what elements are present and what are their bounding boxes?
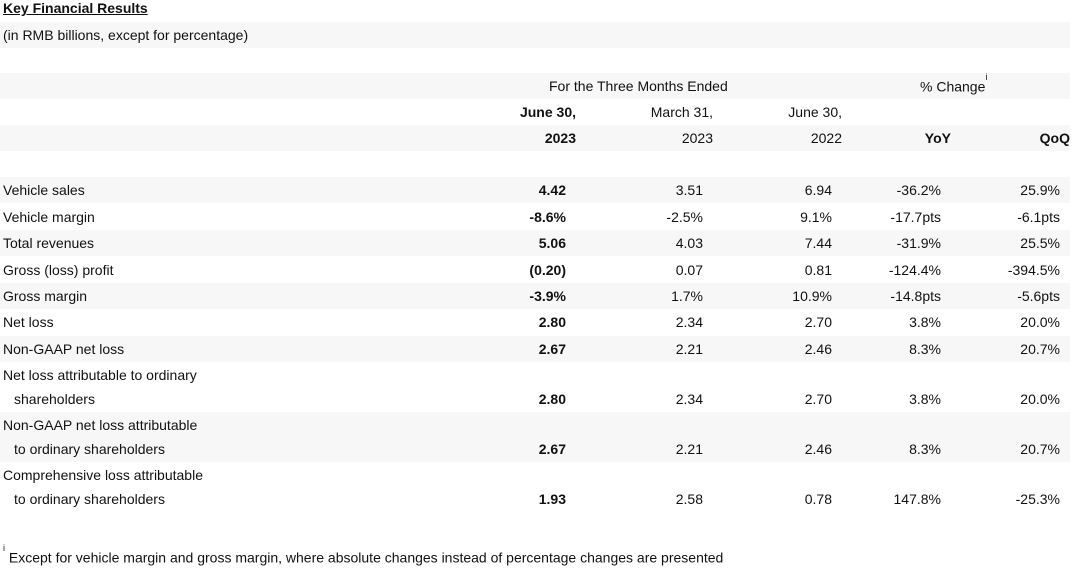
- table-row: Comprehensive loss attributable to ordin…: [0, 462, 1070, 512]
- value-jun-2023: 2.80: [538, 314, 566, 330]
- value-qoq: -25.3%: [1015, 491, 1060, 507]
- table-title: Key Financial Results: [3, 0, 148, 16]
- value-mar-2023: 1.7%: [671, 288, 703, 304]
- footnote: i Except for vehicle margin and gross ma…: [3, 543, 724, 566]
- table-row: Gross (loss) profit (0.20) 0.07 0.81 -12…: [0, 257, 1070, 283]
- table-row: Non-GAAP net loss 2.67 2.21 2.46 8.3% 20…: [0, 336, 1070, 362]
- value-mar-2023: 4.03: [675, 235, 703, 251]
- table-row: Net loss attributable to ordinary shareh…: [0, 362, 1070, 412]
- row-label-line2: to ordinary shareholders: [14, 441, 165, 457]
- col2-header-line1: March 31,: [650, 104, 713, 120]
- value-jun-2023: 1.93: [538, 491, 566, 507]
- value-jun-2022: 9.1%: [800, 209, 832, 225]
- row-band: [0, 177, 1070, 203]
- col1-header-line2: 2023: [544, 130, 576, 146]
- value-jun-2023: 2.80: [538, 391, 566, 407]
- value-yoy: -36.2%: [896, 182, 941, 198]
- value-yoy: 3.8%: [909, 391, 941, 407]
- value-jun-2022: 0.78: [804, 491, 832, 507]
- row-label-line1: Comprehensive loss attributable: [3, 467, 203, 483]
- value-qoq: 20.7%: [1020, 341, 1060, 357]
- value-jun-2022: 10.9%: [792, 288, 832, 304]
- value-jun-2022: 2.46: [804, 441, 832, 457]
- value-yoy: 3.8%: [909, 314, 941, 330]
- subtitle-band: [0, 22, 1070, 48]
- row-band: [0, 336, 1070, 362]
- value-mar-2023: 2.58: [675, 491, 703, 507]
- value-qoq: -5.6pts: [1017, 288, 1060, 304]
- value-jun-2022: 0.81: [804, 262, 832, 278]
- row-label-line2: shareholders: [14, 391, 95, 407]
- value-jun-2023: 2.67: [538, 341, 566, 357]
- value-mar-2023: 2.21: [675, 341, 703, 357]
- row-label: Vehicle margin: [3, 209, 95, 225]
- value-qoq: 25.9%: [1020, 182, 1060, 198]
- yoy-header: YoY: [924, 130, 951, 146]
- row-label: Gross margin: [3, 288, 88, 304]
- value-jun-2023: 5.06: [538, 235, 566, 251]
- row-band: [0, 283, 1070, 309]
- period-group-header: For the Three Months Ended: [549, 78, 728, 94]
- table-row: Net loss 2.80 2.34 2.70 3.8% 20.0%: [0, 309, 1070, 335]
- value-qoq: 20.0%: [1020, 391, 1060, 407]
- header-band-1: [0, 73, 1070, 99]
- value-qoq: -394.5%: [1007, 262, 1060, 278]
- value-jun-2023: (0.20): [529, 262, 566, 278]
- table-row: Non-GAAP net loss attributable to ordina…: [0, 412, 1070, 462]
- col3-header-line2: 2022: [810, 130, 842, 146]
- value-yoy: 147.8%: [893, 491, 941, 507]
- table-row: Gross margin -3.9% 1.7% 10.9% -14.8pts -…: [0, 283, 1070, 309]
- row-label-line1: Net loss attributable to ordinary: [3, 367, 197, 383]
- value-mar-2023: 2.34: [675, 391, 703, 407]
- value-mar-2023: 2.21: [675, 441, 703, 457]
- table-row: Total revenues 5.06 4.03 7.44 -31.9% 25.…: [0, 230, 1070, 256]
- value-jun-2022: 2.46: [804, 341, 832, 357]
- value-yoy: -14.8pts: [890, 288, 941, 304]
- value-mar-2023: 2.34: [675, 314, 703, 330]
- table-subtitle: (in RMB billions, except for percentage): [3, 27, 249, 43]
- value-mar-2023: -2.5%: [666, 209, 703, 225]
- value-mar-2023: 3.51: [675, 182, 703, 198]
- header-band-2: [0, 125, 1070, 151]
- value-jun-2022: 2.70: [804, 391, 832, 407]
- row-label: Non-GAAP net loss: [3, 341, 125, 357]
- footnote-marker: i: [3, 543, 5, 553]
- value-yoy: -31.9%: [896, 235, 941, 251]
- col3-header-line1: June 30,: [788, 104, 842, 120]
- change-group-header: % Changei: [920, 72, 988, 95]
- col2-header-line2: 2023: [681, 130, 713, 146]
- value-qoq: 20.7%: [1020, 441, 1060, 457]
- value-qoq: -6.1pts: [1017, 209, 1060, 225]
- value-yoy: 8.3%: [909, 341, 941, 357]
- value-jun-2023: 4.42: [538, 182, 566, 198]
- value-jun-2022: 6.94: [804, 182, 832, 198]
- value-jun-2023: -8.6%: [529, 209, 566, 225]
- row-label: Gross (loss) profit: [3, 262, 114, 278]
- value-qoq: 20.0%: [1020, 314, 1060, 330]
- row-label-line1: Non-GAAP net loss attributable: [3, 417, 198, 433]
- row-label-line2: to ordinary shareholders: [14, 491, 165, 507]
- col1-header-line1: June 30,: [519, 104, 576, 120]
- value-yoy: -124.4%: [888, 262, 941, 278]
- value-jun-2023: 2.67: [538, 441, 566, 457]
- value-jun-2022: 7.44: [804, 235, 832, 251]
- table-row: Vehicle margin -8.6% -2.5% 9.1% -17.7pts…: [0, 204, 1070, 230]
- row-label: Total revenues: [3, 235, 95, 251]
- row-label: Net loss: [3, 314, 54, 330]
- value-yoy: 8.3%: [909, 441, 941, 457]
- table-row: Vehicle sales 4.42 3.51 6.94 -36.2% 25.9…: [0, 177, 1070, 203]
- value-mar-2023: 0.07: [675, 262, 703, 278]
- value-jun-2023: -3.9%: [529, 288, 566, 304]
- value-yoy: -17.7pts: [890, 209, 941, 225]
- row-band: [0, 412, 1070, 462]
- qoq-header: QoQ: [1039, 130, 1070, 146]
- row-label: Vehicle sales: [3, 182, 85, 198]
- row-band: [0, 230, 1070, 256]
- value-jun-2022: 2.70: [804, 314, 832, 330]
- value-qoq: 25.5%: [1020, 235, 1060, 251]
